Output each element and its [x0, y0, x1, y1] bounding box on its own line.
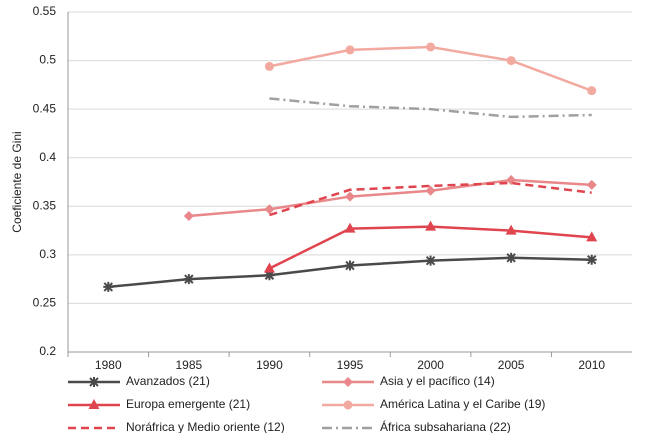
- x-tick-label: 1980: [95, 358, 122, 372]
- y-tick-label: 0.25: [33, 296, 57, 310]
- marker: [506, 252, 517, 263]
- y-tick-label: 0.55: [33, 4, 57, 18]
- series-line: [188, 178, 592, 218]
- legend-label: Avanzados (21): [126, 374, 210, 388]
- marker: [426, 42, 436, 52]
- marker: [344, 222, 356, 233]
- legend-marker: [88, 399, 100, 409]
- marker: [263, 262, 275, 273]
- marker: [506, 56, 516, 66]
- x-tick-label: 1985: [176, 358, 203, 372]
- y-tick-label: 0.5: [39, 53, 56, 67]
- y-tick-label: 0.4: [39, 150, 56, 164]
- marker: [586, 231, 598, 242]
- marker: [264, 270, 275, 281]
- x-tick-label: 2000: [417, 358, 444, 372]
- marker: [264, 204, 275, 215]
- y-tick-label: 0.45: [33, 101, 57, 115]
- marker: [586, 254, 597, 265]
- y-tick-label: 0.2: [39, 344, 56, 358]
- marker: [264, 61, 274, 71]
- legend-marker: [343, 400, 353, 410]
- x-tick-label: 2010: [578, 358, 605, 372]
- marker: [505, 224, 517, 235]
- marker: [586, 179, 597, 190]
- series-line: [269, 45, 593, 92]
- marker: [587, 86, 597, 96]
- marker: [345, 260, 355, 271]
- marker: [345, 45, 355, 55]
- series-line: [269, 97, 592, 119]
- legend-marker: [89, 377, 99, 387]
- x-tick-label: 2005: [498, 358, 525, 372]
- x-tick-label: 1990: [256, 358, 283, 372]
- marker: [103, 281, 114, 292]
- legend-label: Europa emergente (21): [126, 397, 250, 411]
- legend-label: Asia y el pacífico (14): [380, 374, 495, 388]
- marker: [345, 191, 355, 202]
- y-axis-label: Coeficiente de Gini: [10, 131, 24, 232]
- x-tick-label: 1995: [337, 358, 364, 372]
- legend-label: Noráfrica y Medio oriente (12): [126, 420, 285, 433]
- series-line: [269, 181, 592, 217]
- y-tick-label: 0.35: [33, 198, 57, 212]
- legend-marker: [343, 377, 353, 387]
- marker: [425, 185, 436, 196]
- marker: [183, 211, 194, 221]
- legend-label: América Latina y el Caribe (19): [380, 397, 545, 411]
- marker: [183, 274, 194, 285]
- marker: [425, 255, 436, 266]
- marker: [506, 175, 517, 186]
- y-tick-label: 0.3: [39, 247, 56, 261]
- legend-label: África subsahariana (22): [380, 419, 511, 433]
- marker: [425, 220, 437, 231]
